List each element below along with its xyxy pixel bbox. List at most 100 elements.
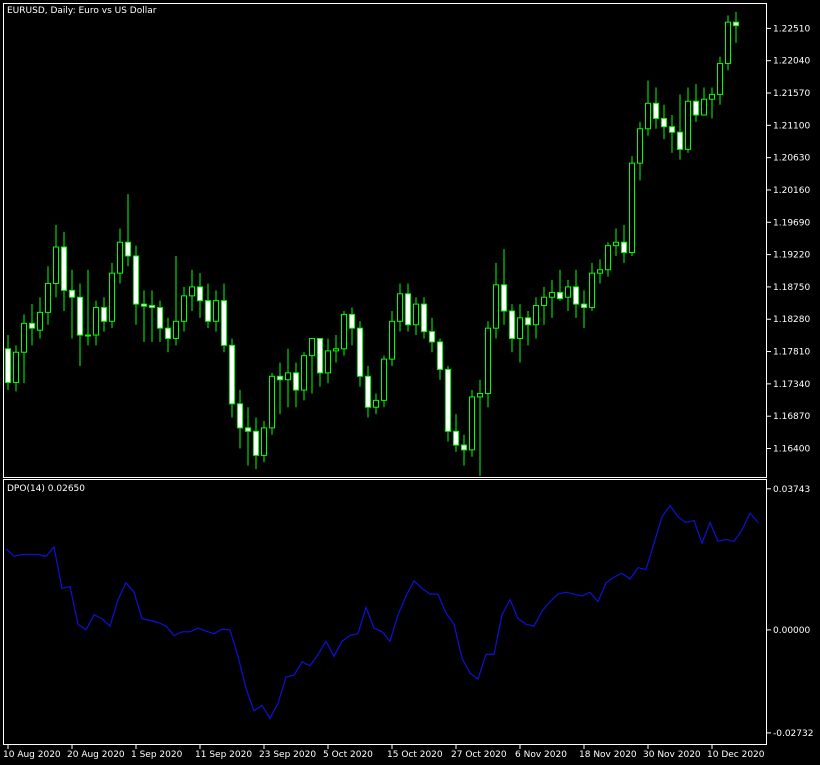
candle-body	[725, 21, 731, 64]
price-y-tick-label: 1.18750	[773, 283, 810, 293]
candle	[165, 317, 171, 353]
candle-body	[21, 322, 27, 353]
candlestick-series	[5, 11, 739, 476]
candle	[397, 283, 403, 332]
candle-body	[285, 372, 291, 381]
candle-body	[309, 337, 315, 357]
candle-body	[485, 327, 491, 394]
candle-body	[517, 317, 523, 339]
candle	[253, 417, 259, 470]
candle	[189, 269, 195, 311]
candle	[381, 355, 387, 408]
candle-body	[117, 241, 123, 274]
candle-body	[133, 255, 139, 305]
candle-body	[165, 327, 171, 339]
candle-body	[197, 286, 203, 302]
candle-body	[733, 21, 739, 27]
price-y-axis: 1.22510 1.22040 1.21570 1.21100 1.20630 1.201…	[767, 24, 810, 454]
price-y-tick-label: 1.17340	[773, 380, 810, 390]
candle	[5, 335, 11, 391]
candle	[173, 255, 179, 346]
dpo-indicator-title: DPO(14) 0.02650	[7, 484, 85, 494]
candle-body	[245, 427, 251, 432]
x-tick-label: 11 Sep 2020	[195, 750, 252, 760]
candle-body	[61, 246, 67, 291]
price-y-tick-label: 1.16870	[773, 412, 810, 422]
candle	[565, 280, 571, 311]
candle	[509, 304, 515, 353]
price-y-tick-label: 1.21570	[773, 89, 810, 99]
candle	[453, 414, 459, 452]
x-tick-label: 5 Oct 2020	[323, 750, 373, 760]
candle	[501, 249, 507, 325]
candle-body	[581, 303, 587, 309]
candle-body	[77, 296, 83, 336]
price-y-tick-label: 1.20630	[773, 154, 810, 164]
x-tick-label: 1 Sep 2020	[131, 750, 183, 760]
candle	[629, 156, 635, 256]
candle-body	[693, 100, 699, 116]
candle-body	[37, 311, 43, 331]
time-axis: 10 Aug 2020 20 Aug 2020 1 Sep 2020 11 Sep 2…	[3, 745, 765, 760]
candle	[141, 290, 147, 342]
x-tick-label: 30 Nov 2020	[643, 750, 701, 760]
candle	[653, 87, 659, 129]
candle-body	[685, 100, 691, 150]
candle-body	[717, 62, 723, 95]
candle	[181, 286, 187, 332]
candle	[549, 280, 555, 318]
candle-body	[253, 430, 259, 456]
candle	[13, 345, 19, 392]
candle-body	[157, 307, 163, 329]
candle	[485, 321, 491, 408]
candle	[709, 87, 715, 119]
price-y-tick-label: 1.22040	[773, 57, 810, 67]
price-y-tick-label: 1.19690	[773, 218, 810, 228]
candle-body	[125, 241, 131, 257]
candle	[213, 290, 219, 332]
candle	[605, 242, 611, 277]
dpo-y-tick-label: -0.02732	[773, 729, 813, 739]
dpo-line	[5, 504, 759, 720]
candle	[357, 321, 363, 387]
candle-body	[69, 289, 75, 298]
candle	[493, 262, 499, 339]
candle-body	[541, 296, 547, 306]
candle-body	[189, 286, 195, 297]
candle-body	[293, 372, 299, 391]
candle-body	[325, 350, 331, 374]
candle-body	[413, 303, 419, 326]
candle-body	[357, 327, 363, 377]
candle-body	[181, 295, 187, 322]
x-tick-label: 18 Nov 2020	[579, 750, 637, 760]
candle-body	[149, 304, 155, 309]
dpo-panel-frame	[3, 479, 767, 745]
candle	[349, 307, 355, 346]
candle	[437, 338, 443, 380]
candle	[373, 393, 379, 415]
candle	[413, 297, 419, 336]
candle-body	[677, 131, 683, 150]
candle-body	[453, 430, 459, 446]
candle-body	[477, 392, 483, 398]
dpo-y-tick-label: 0.00000	[773, 626, 810, 636]
candle	[133, 245, 139, 325]
candle	[429, 317, 435, 353]
candle-body	[109, 272, 115, 322]
price-y-tick-label: 1.22510	[773, 24, 810, 34]
candle	[517, 304, 523, 363]
price-y-tick-label: 1.19220	[773, 251, 810, 261]
candle-body	[669, 126, 675, 133]
candle	[85, 269, 91, 346]
candle-body	[221, 300, 227, 346]
candle-body	[173, 320, 179, 339]
candle-body	[653, 102, 659, 119]
candle-body	[229, 344, 235, 405]
candle-body	[661, 117, 667, 128]
candle	[333, 335, 339, 363]
price-panel-frame	[3, 3, 767, 478]
price-y-tick-label: 1.16400	[773, 444, 810, 454]
candle-body	[213, 300, 219, 322]
candle	[53, 225, 59, 298]
